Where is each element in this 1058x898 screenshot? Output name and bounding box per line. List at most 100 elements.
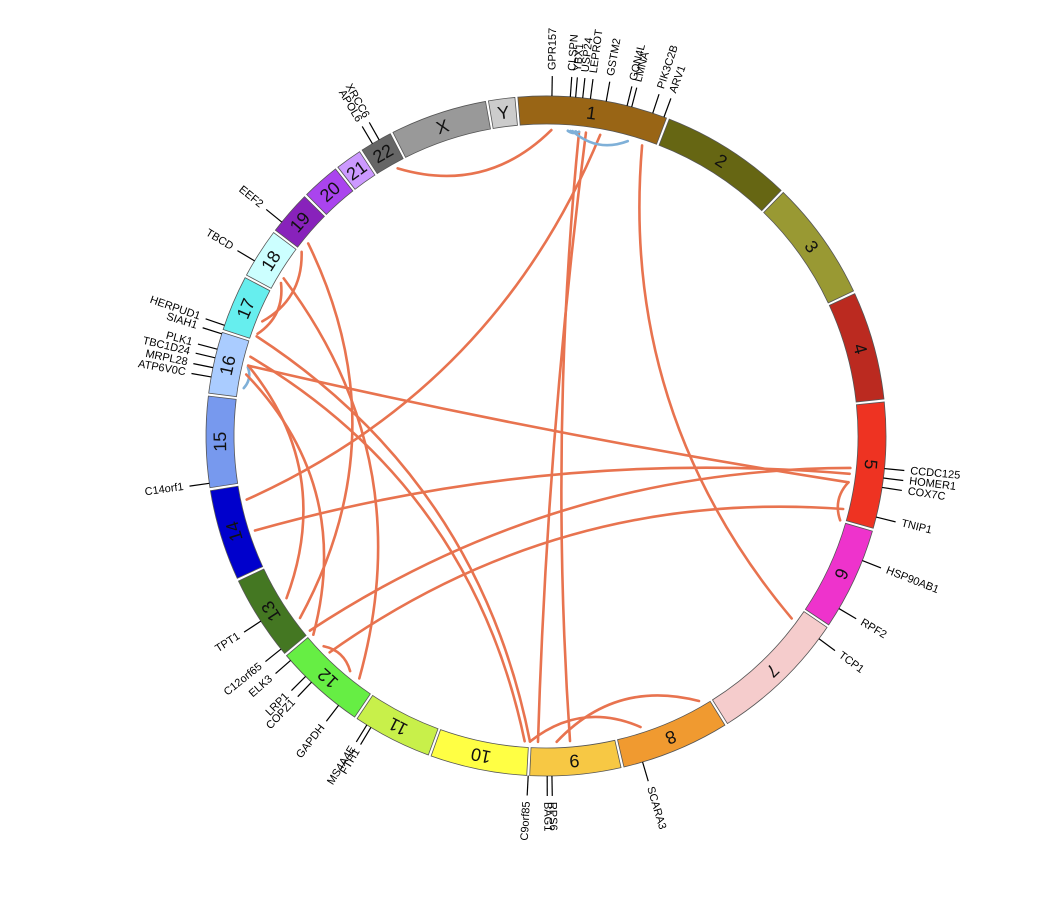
- gene-tick: [884, 467, 905, 472]
- gene-tick: [361, 126, 373, 144]
- chromosome-band: [285, 637, 371, 718]
- chromosome-12: 12: [285, 637, 371, 718]
- gene-bag1: BAG1: [541, 775, 553, 831]
- gene-tick: [631, 87, 638, 108]
- gene-label: LEPROT: [588, 28, 606, 73]
- chromosome-band: [222, 277, 271, 339]
- gene-tick: [652, 94, 660, 114]
- gene-tick: [191, 372, 212, 378]
- gene-tick: [243, 620, 262, 633]
- gene-tick: [881, 486, 902, 492]
- chromosome-band: [337, 151, 376, 190]
- gene-leprot: LEPROT: [588, 28, 606, 99]
- chromosome-band: [237, 568, 307, 654]
- link-red: [244, 373, 326, 637]
- chromosome-band: [487, 96, 518, 129]
- link-red: [245, 133, 602, 501]
- gene-label: TBCD: [204, 227, 236, 253]
- gene-ccdc125: CCDC125: [884, 465, 961, 482]
- chromosome-9: 9: [529, 739, 622, 777]
- gene-label: RPF2: [858, 617, 888, 642]
- gene-tick: [195, 352, 216, 359]
- chromosome-band: [517, 95, 667, 145]
- chromosome-20: 20: [306, 168, 354, 215]
- chromosome-13: 13: [237, 568, 307, 654]
- gene-label: GPR157: [546, 28, 559, 70]
- gene-label: RPS6: [546, 802, 558, 831]
- gene-tick: [368, 122, 380, 141]
- chromosome-band: [361, 133, 404, 175]
- gene-label: TNIP1: [900, 517, 933, 536]
- gene-tick: [883, 477, 904, 482]
- chromosome-band: [245, 232, 297, 289]
- gene-label: BAG1: [541, 802, 553, 831]
- gene-tick: [818, 638, 836, 652]
- link-red: [255, 335, 532, 743]
- gene-tick: [569, 76, 573, 97]
- gene-tick: [325, 705, 340, 722]
- gene-tick: [663, 98, 672, 118]
- gene-label: CCDC125: [910, 465, 961, 482]
- chromosome-1: 1: [517, 95, 667, 145]
- gene-tick: [202, 327, 222, 335]
- chromosome-4: 4: [828, 293, 885, 403]
- gene-tick: [193, 363, 214, 369]
- chromosome-3: 3: [763, 191, 855, 304]
- gene-tick: [237, 250, 255, 262]
- link-red: [260, 250, 303, 323]
- gene-tnip1: TNIP1: [876, 516, 933, 537]
- chromosome-8: 8: [617, 700, 726, 768]
- gene-cox7c: COX7C: [881, 485, 946, 503]
- gene-c9orf85: C9orf85: [519, 775, 533, 841]
- chromosome-band: [617, 700, 726, 768]
- gene-label: GSTM2: [605, 37, 624, 76]
- chromosome-label: X: [434, 115, 452, 138]
- links-layer: [242, 128, 852, 744]
- chromosome-label: 15: [210, 432, 230, 452]
- gene-eef2: EEF2: [236, 184, 283, 223]
- link-red: [536, 131, 588, 744]
- link-red: [396, 128, 553, 178]
- gene-label: HSP90AB1: [884, 565, 940, 597]
- chromosome-band: [430, 729, 529, 776]
- chromosome-label: 10: [469, 744, 493, 768]
- gene-label: SCARA3: [644, 785, 668, 831]
- chromosome-18: 18: [245, 232, 297, 289]
- gene-tick: [641, 761, 649, 782]
- gene-label: HOMER1: [908, 475, 956, 493]
- chromosome-band: [658, 118, 782, 212]
- gene-tick: [862, 560, 882, 569]
- chromosome-band: [392, 100, 491, 158]
- chromosome-6: 6: [804, 522, 873, 626]
- gene-label: C14orf1: [144, 481, 184, 498]
- chromosome-band: [208, 331, 250, 398]
- gene-tick: [355, 724, 368, 743]
- gene-clspn: CLSPN: [566, 34, 581, 97]
- chromosome-band: [845, 401, 887, 529]
- gene-gstm2: GSTM2: [605, 37, 624, 102]
- chromosome-label: 9: [569, 750, 581, 771]
- gene-tick: [189, 482, 210, 487]
- link-red: [282, 277, 380, 680]
- chromosome-label: 1: [585, 103, 598, 124]
- chromosome-11: 11: [356, 694, 439, 756]
- gene-tick: [575, 77, 578, 98]
- gene-tick: [291, 675, 307, 691]
- chromosome-16: 16: [208, 331, 250, 398]
- gene-rps6: RPS6: [546, 775, 559, 831]
- gene-tcp1: TCP1: [818, 638, 866, 676]
- gene-label: C9orf85: [519, 801, 533, 841]
- link-red: [836, 480, 850, 522]
- chromosome-band: [711, 611, 828, 725]
- link-red: [246, 364, 305, 600]
- link-red: [328, 505, 845, 654]
- gene-tick: [838, 608, 857, 620]
- chromosome-band: [804, 522, 873, 626]
- link-red: [638, 144, 793, 620]
- chromosome-2: 2: [658, 118, 782, 212]
- gene-tick: [589, 79, 594, 99]
- gene-tpt1: TPT1: [213, 620, 262, 655]
